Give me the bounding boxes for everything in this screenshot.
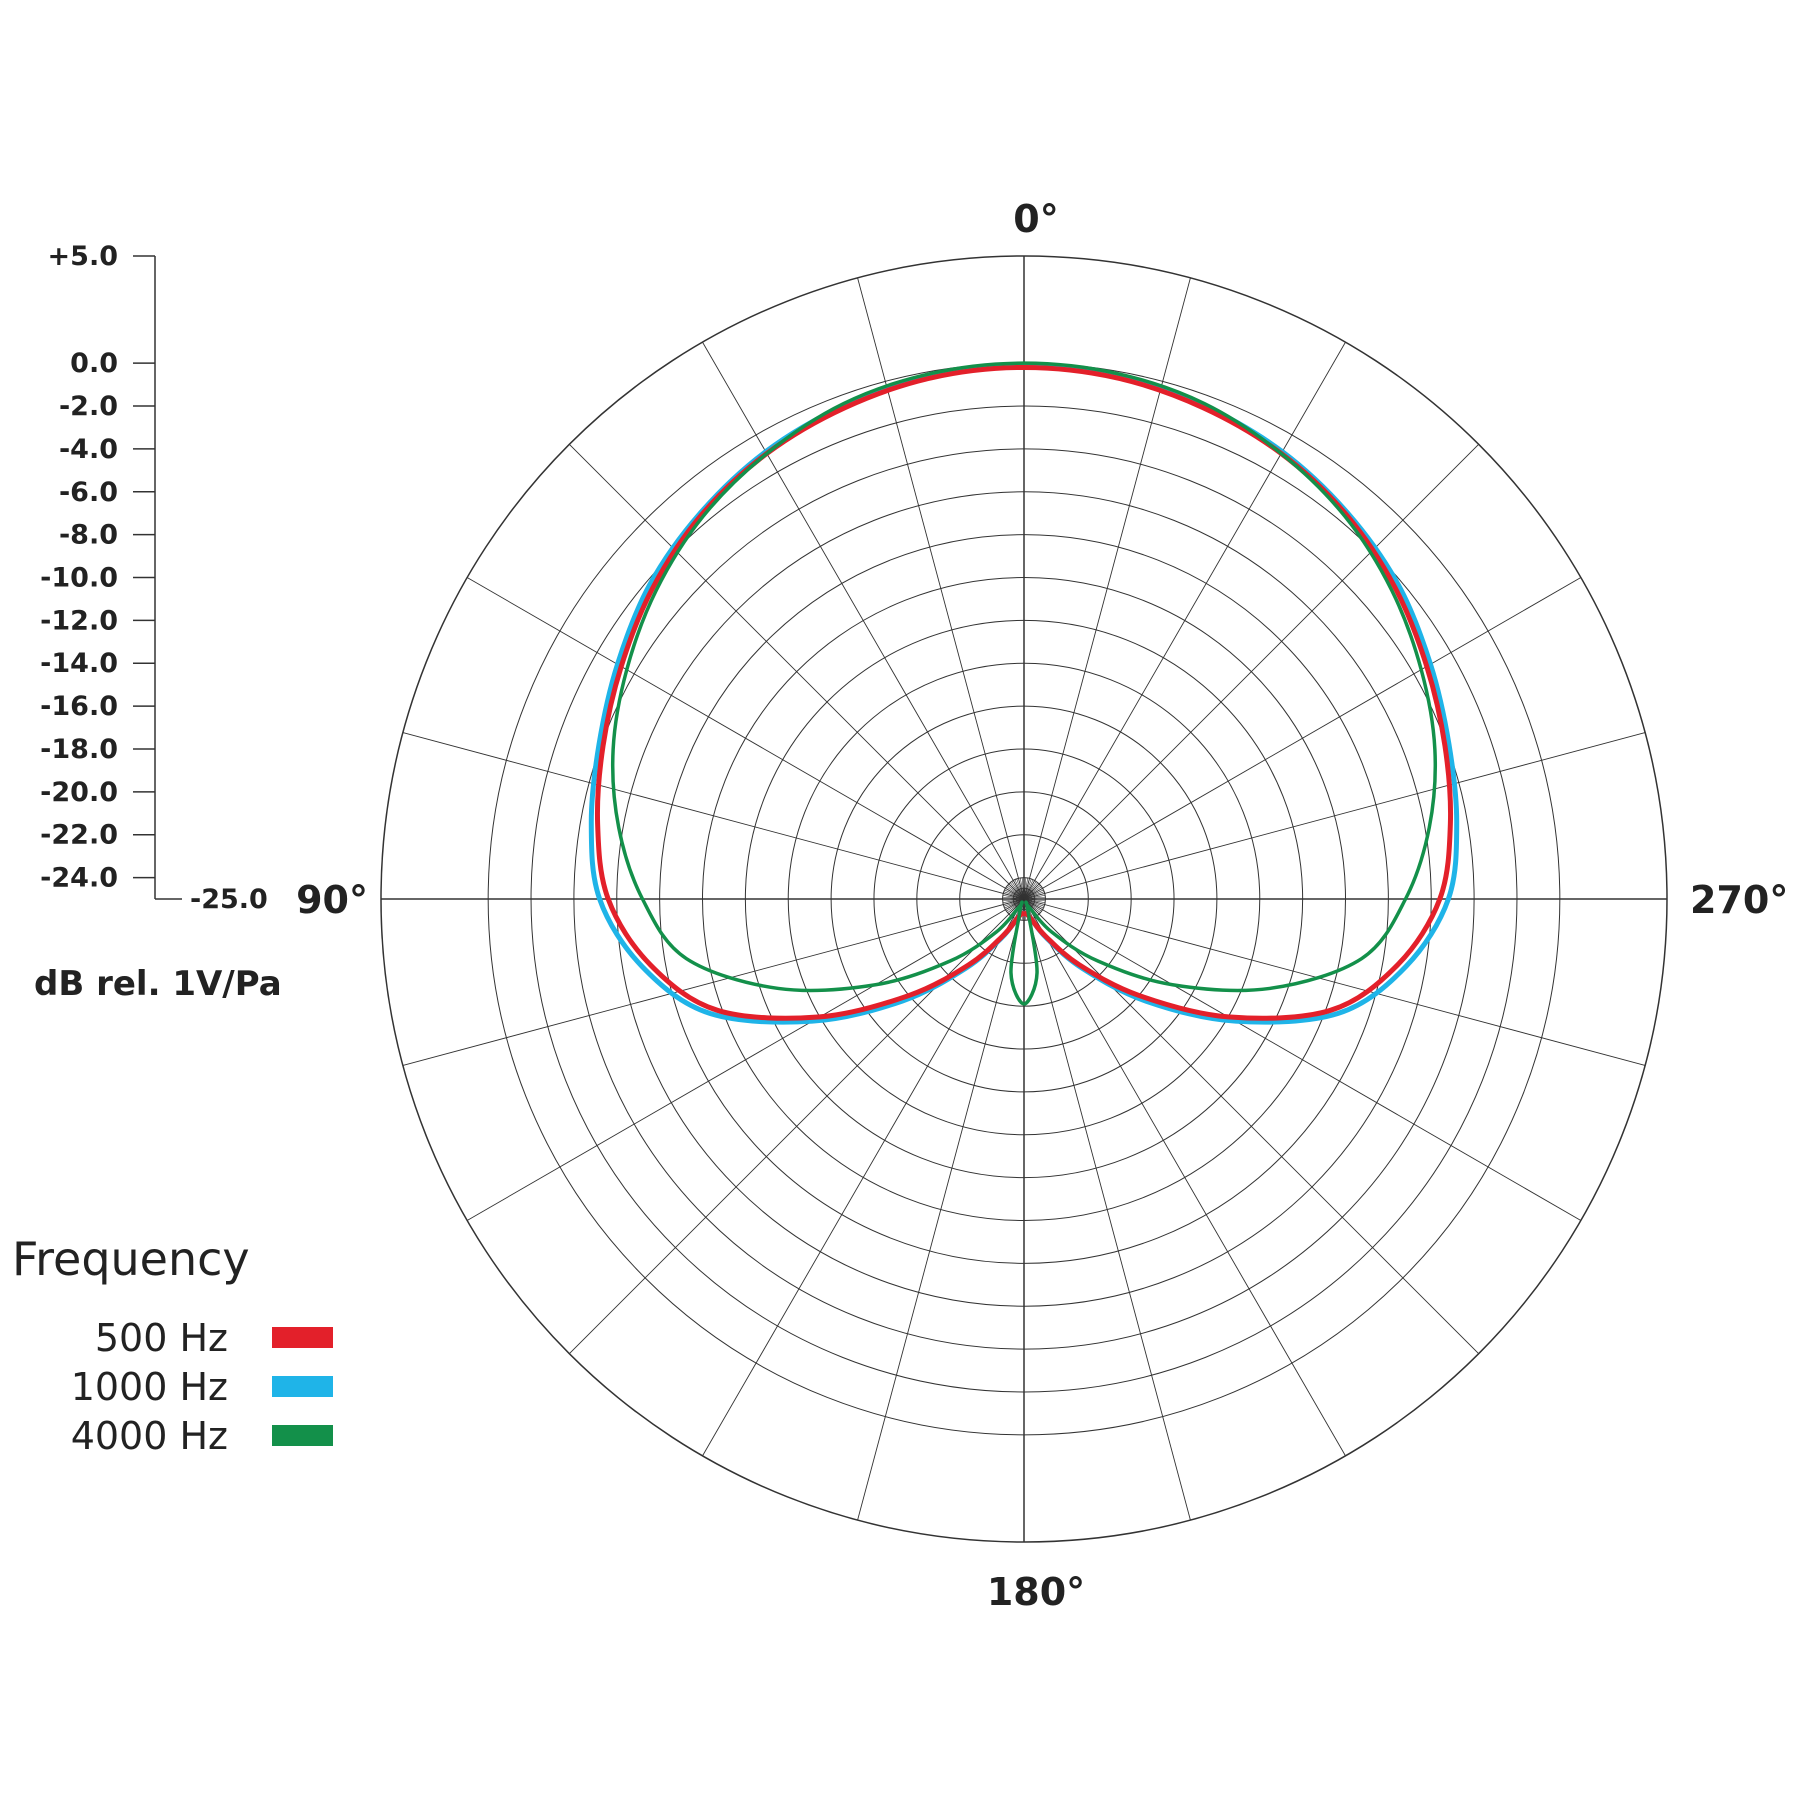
grid-spoke-inner [1023, 891, 1045, 900]
grid-spoke-inner [1007, 884, 1025, 900]
grid-spoke-inner [1003, 893, 1025, 900]
grid-spoke-inner [1013, 880, 1025, 900]
grid-spoke-inner [1023, 878, 1032, 900]
axis-tick-label: -24.0 [40, 863, 118, 894]
grid-spoke-inner [1023, 888, 1043, 900]
grid-spoke-inner [1023, 894, 1046, 900]
grid-spoke-inner [1023, 898, 1045, 905]
grid-spoke-inner [1023, 898, 1046, 904]
polar-curves [588, 361, 1460, 1025]
axis-tick-label: -10.0 [40, 563, 118, 594]
axis-tick-label: -6.0 [59, 477, 118, 508]
grid-spoke-inner [1023, 898, 1045, 907]
legend-swatch [272, 1327, 333, 1348]
grid-spoke-inner [1023, 878, 1030, 900]
grid-spoke-inner [1023, 884, 1041, 900]
grid-spoke-inner [1003, 898, 1025, 905]
grid-spoke [857, 898, 1025, 1521]
grid-spoke-inner [1004, 889, 1025, 900]
legend-swatch [272, 1376, 333, 1397]
series-line-4000hz [610, 361, 1438, 1006]
angle-label-180: 180° [987, 1570, 1085, 1614]
grid-spoke-inner [1004, 898, 1025, 909]
grid-spoke-inner [1023, 896, 1046, 900]
grid-spoke-inner [1005, 888, 1025, 900]
legend-label: 1000 Hz [71, 1365, 228, 1409]
axis-tick-label: -12.0 [40, 605, 118, 636]
grid-spoke-inner [1021, 877, 1025, 900]
radial-axis-label: dB rel. 1V/Pa [34, 964, 282, 1004]
axis-tick-label: -16.0 [40, 691, 118, 722]
axis-tick-label: 0.0 [70, 348, 118, 379]
axis-tick-label: -20.0 [40, 777, 118, 808]
grid-spoke-inner [1003, 898, 1025, 907]
grid-spoke-inner [1023, 877, 1027, 900]
axis-tick-label: -14.0 [40, 648, 118, 679]
grid-spoke-inner [1023, 898, 1046, 902]
grid-spoke [402, 732, 1025, 900]
angle-label-0: 0° [1013, 197, 1058, 241]
legend-title: Frequency [12, 1232, 250, 1286]
grid-spoke [1023, 898, 1582, 1221]
grid-spoke-inner [1023, 880, 1035, 900]
grid-spoke [857, 277, 1025, 900]
grid-spoke [1023, 732, 1646, 900]
axis-tick-label: -2.0 [59, 391, 118, 422]
grid-spoke-inner [1018, 878, 1025, 900]
axis-tick-label: -25.0 [190, 884, 268, 915]
grid-spoke-inner [1016, 878, 1025, 900]
grid-spoke-inner [1006, 886, 1025, 900]
grid-spoke [1023, 444, 1479, 900]
axis-tick-label: -18.0 [40, 734, 118, 765]
legend-swatch [272, 1425, 333, 1446]
grid-spoke [702, 341, 1025, 900]
grid-spoke-inner [1002, 898, 1025, 902]
axis-tick-label: -4.0 [59, 434, 118, 465]
grid-spoke [1023, 898, 1646, 1066]
angle-label-90: 90° [296, 878, 368, 922]
grid-spoke-inner [1014, 879, 1025, 900]
axis-tick-label: -8.0 [59, 520, 118, 551]
grid-spoke-inner [1019, 877, 1025, 900]
grid-spoke-inner [1023, 893, 1045, 900]
grid-spoke [1023, 898, 1346, 1457]
grid-spoke [1023, 898, 1191, 1521]
polar-grid [380, 255, 1668, 1543]
grid-spoke [702, 898, 1025, 1457]
legend-label: 4000 Hz [71, 1414, 228, 1458]
grid-spoke [466, 898, 1025, 1221]
legend-label: 500 Hz [95, 1316, 228, 1360]
grid-spoke-inner [1023, 898, 1044, 909]
grid-spoke [1023, 577, 1582, 900]
grid-spoke-inner [1023, 881, 1037, 900]
grid-spoke [466, 577, 1025, 900]
grid-spoke-inner [1023, 889, 1044, 900]
grid-spoke-inner [1023, 886, 1042, 900]
angle-label-270: 270° [1690, 878, 1788, 922]
grid-spoke [1023, 898, 1479, 1354]
grid-spoke-inner [1002, 896, 1025, 900]
series-line-500hz [594, 364, 1454, 1021]
axis-tick-label: +5.0 [48, 241, 118, 272]
grid-spoke [1023, 341, 1346, 900]
grid-spoke [569, 444, 1025, 900]
grid-spoke-inner [1008, 883, 1025, 900]
grid-spoke [1023, 277, 1191, 900]
grid-spoke [402, 898, 1025, 1066]
grid-spoke-inner [1002, 898, 1025, 904]
grid-spoke-inner [1023, 882, 1039, 900]
grid-spoke-inner [1003, 891, 1025, 900]
legend: 500 Hz 1000 Hz 4000 Hz [71, 1316, 333, 1458]
grid-spoke-inner [1023, 879, 1034, 900]
grid-spoke-inner [1002, 894, 1025, 900]
grid-spoke [569, 898, 1025, 1354]
grid-spoke-inner [1009, 882, 1025, 900]
grid-spoke-inner [1011, 881, 1025, 900]
grid-spoke-inner [1023, 883, 1040, 900]
axis-tick-label: -22.0 [40, 820, 118, 851]
radial-axis: +5.0 0.0 -2.0 -4.0 -6.0 -8.0 -10.0 -12.0 -14.0 -1… [40, 241, 268, 915]
grid-spoke-inner [1023, 877, 1029, 900]
